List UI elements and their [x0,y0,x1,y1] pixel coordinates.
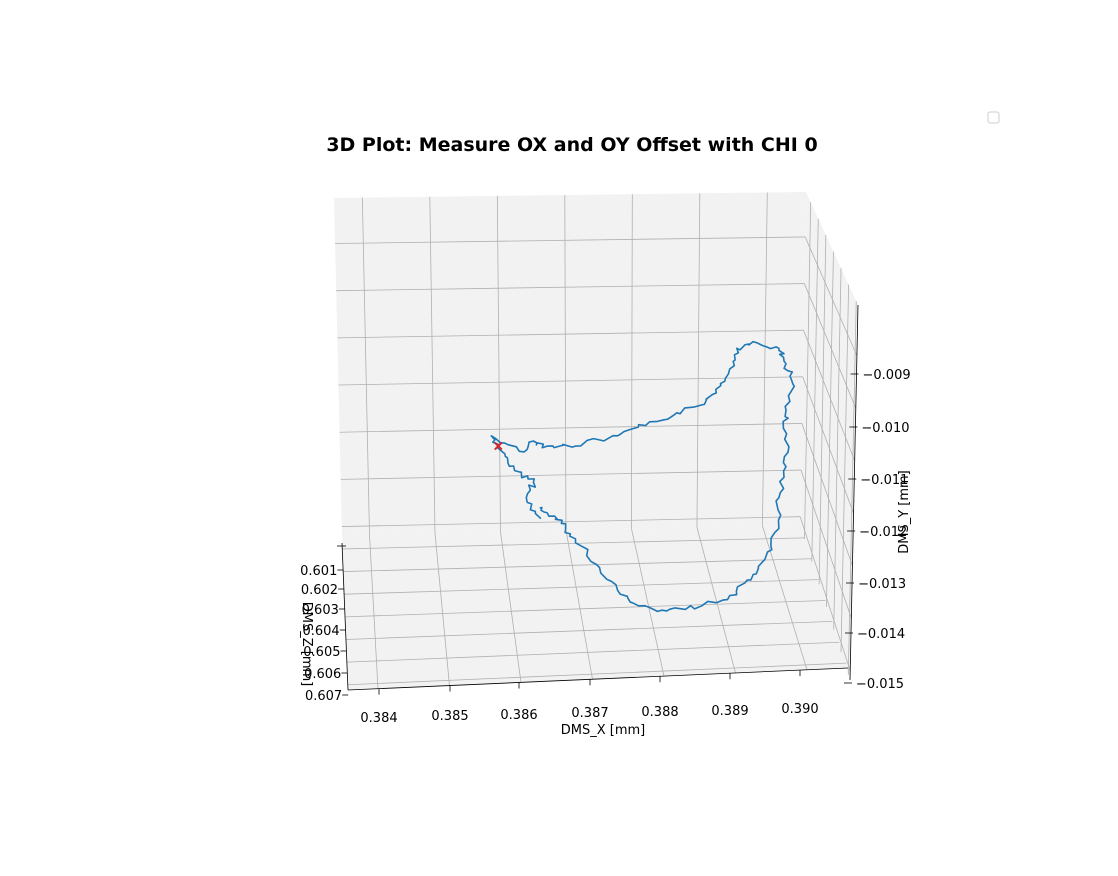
z-tick-label: 0.603 [302,603,339,618]
x-grid-line [631,194,633,529]
z-grid-line [346,620,833,640]
x-tick-label: 0.386 [500,708,537,723]
y-tick-label: −0.014 [857,627,905,642]
axis-lines [337,304,859,696]
y-tick-label: −0.013 [858,577,906,592]
x-grid-line [434,532,450,686]
z-grid-line [344,579,819,595]
z-grid-line [343,558,812,572]
y-grid-line [804,236,858,356]
y-grid-line [802,376,854,514]
series-layer [490,340,796,613]
x-grid-line [564,195,567,531]
x-grid-line [762,192,768,526]
x-grid-line [631,528,665,677]
z-grid-line [804,202,812,539]
x-grid-line [361,197,370,535]
side-pane [800,192,858,680]
x-tick-label: 0.388 [641,705,678,720]
x-grid-line [429,196,436,533]
chart-title: 3D Plot: Measure OX and OY Offset with C… [326,134,817,156]
y-axis-line [849,304,859,681]
y-grid-line [803,283,857,409]
z-grid-line [342,537,805,550]
x-grid-line [500,531,522,683]
x-grid-line [369,534,379,689]
z-grid-line [847,301,857,675]
y-grid-line [803,330,856,461]
x-tick-label: 0.384 [360,711,397,726]
z-tick-label: 0.602 [301,583,338,598]
z-tick-label: 0.604 [302,624,339,639]
z-tick-label: 0.601 [300,564,337,579]
y-axis-label: DMS_Y [mm] [897,470,912,554]
x-grid-line [696,527,736,674]
y-tick-label: −0.012 [859,525,907,540]
y-grid-line [800,469,852,619]
z-grid-line [826,251,834,607]
marker-point [494,441,503,451]
z-axis-line [341,542,349,691]
x-grid-line [762,525,808,670]
y-grid-line [801,423,853,566]
z-grid-line [345,600,826,618]
floor-pane [342,525,848,690]
y-grid-line [341,516,801,527]
x-axis-label: DMS_X [mm] [561,723,646,738]
y-grid-line [336,283,805,292]
x-tick-label: 0.389 [711,704,748,719]
y-grid-line [799,516,851,671]
z-tick-label: 0.607 [305,689,342,704]
x-tick-label: 0.385 [431,709,468,724]
axes-panes [334,192,858,690]
y-grid-line [340,469,801,480]
y-grid-line [335,236,806,244]
y-tick-label: −0.010 [861,421,909,436]
y-tick-label: −0.009 [863,368,911,383]
marker-stroke [494,441,503,451]
x-tick-label: 0.390 [781,702,818,717]
legend-box [987,111,1000,124]
z-tick-label: 0.605 [303,645,340,660]
x-grid-line [565,530,593,680]
z-grid-line [811,218,819,562]
y-tick-label: −0.011 [860,473,908,488]
tick-labels: 0.384 0.385 0.386 0.387 0.388 0.389 0.390 −0.00… [300,368,911,726]
x-axis-line [347,667,849,691]
z-grid-line [833,268,842,630]
z-tick-label: 0.606 [304,667,341,682]
z-grid-line [347,662,847,686]
x-grid-line [496,195,501,532]
z-grid-line [818,235,827,585]
y-tick-label: −0.015 [856,677,904,692]
z-axis-label: DMS_Z [mm] [299,602,314,687]
z-grid-line [346,641,840,663]
back-pane [334,192,806,535]
y-grid-line [339,423,802,433]
z-grid-line [840,284,850,653]
y-grid-line [337,329,804,339]
x-grid-line [696,193,701,528]
x-tick-label: 0.387 [571,706,608,721]
series-line [490,340,796,613]
grid-lines [335,192,858,689]
